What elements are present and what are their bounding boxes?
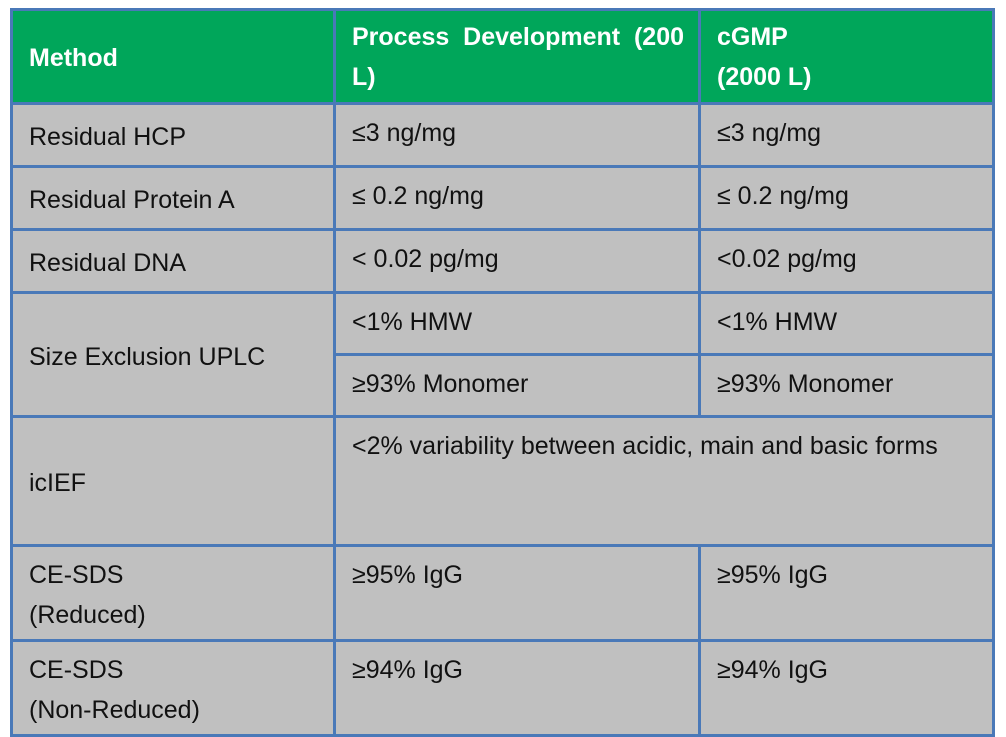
method-cell: CE-SDS (Non-Reduced) — [10, 639, 336, 737]
cell: ≥93% Monomer — [333, 353, 701, 418]
cell: ≤3 ng/mg — [333, 102, 701, 168]
row: CE-SDS (Non-Reduced) ≥94% IgG ≥94% IgG — [10, 639, 995, 737]
cell: <2% variability between acidic, main and… — [333, 415, 995, 547]
cell: <1% HMW — [698, 291, 995, 356]
header-row: Method Process Development (200 L) cGMP … — [10, 8, 995, 105]
row: CE-SDS (Reduced) ≥95% IgG ≥95% IgG — [10, 544, 995, 642]
method-cell: Residual HCP — [10, 102, 336, 168]
cell: <1% HMW — [333, 291, 701, 356]
cell: ≤3 ng/mg — [698, 102, 995, 168]
cell: ≥93% Monomer — [698, 353, 995, 418]
spec-table: Method Process Development (200 L) cGMP … — [10, 8, 995, 737]
method-cell: Size Exclusion UPLC — [10, 291, 336, 418]
method-cell: Residual DNA — [10, 228, 336, 294]
header-cell: cGMP (2000 L) — [698, 8, 995, 105]
row: Residual HCP ≤3 ng/mg ≤3 ng/mg — [10, 102, 995, 168]
cell: ≥95% IgG — [333, 544, 701, 642]
row: Size Exclusion UPLC <1% HMW <1% HMW — [10, 291, 995, 418]
cell: <0.02 pg/mg — [698, 228, 995, 294]
cell: < 0.02 pg/mg — [333, 228, 701, 294]
row: icIEF <2% variability between acidic, ma… — [10, 415, 995, 547]
method-cell: Residual Protein A — [10, 165, 336, 231]
cell: ≥94% IgG — [333, 639, 701, 737]
row: Residual DNA < 0.02 pg/mg <0.02 pg/mg — [10, 228, 995, 294]
row: ≥93% Monomer ≥93% Monomer — [12, 353, 995, 418]
cell: ≤ 0.2 ng/mg — [698, 165, 995, 231]
header-cell: Process Development (200 L) — [333, 8, 701, 105]
cell: ≤ 0.2 ng/mg — [333, 165, 701, 231]
cell: ≥94% IgG — [698, 639, 995, 737]
row: Residual Protein A ≤ 0.2 ng/mg ≤ 0.2 ng/… — [10, 165, 995, 231]
method-cell: CE-SDS (Reduced) — [10, 544, 336, 642]
header-cell: Method — [10, 8, 336, 105]
method-cell: icIEF — [10, 415, 336, 547]
cell: ≥95% IgG — [698, 544, 995, 642]
